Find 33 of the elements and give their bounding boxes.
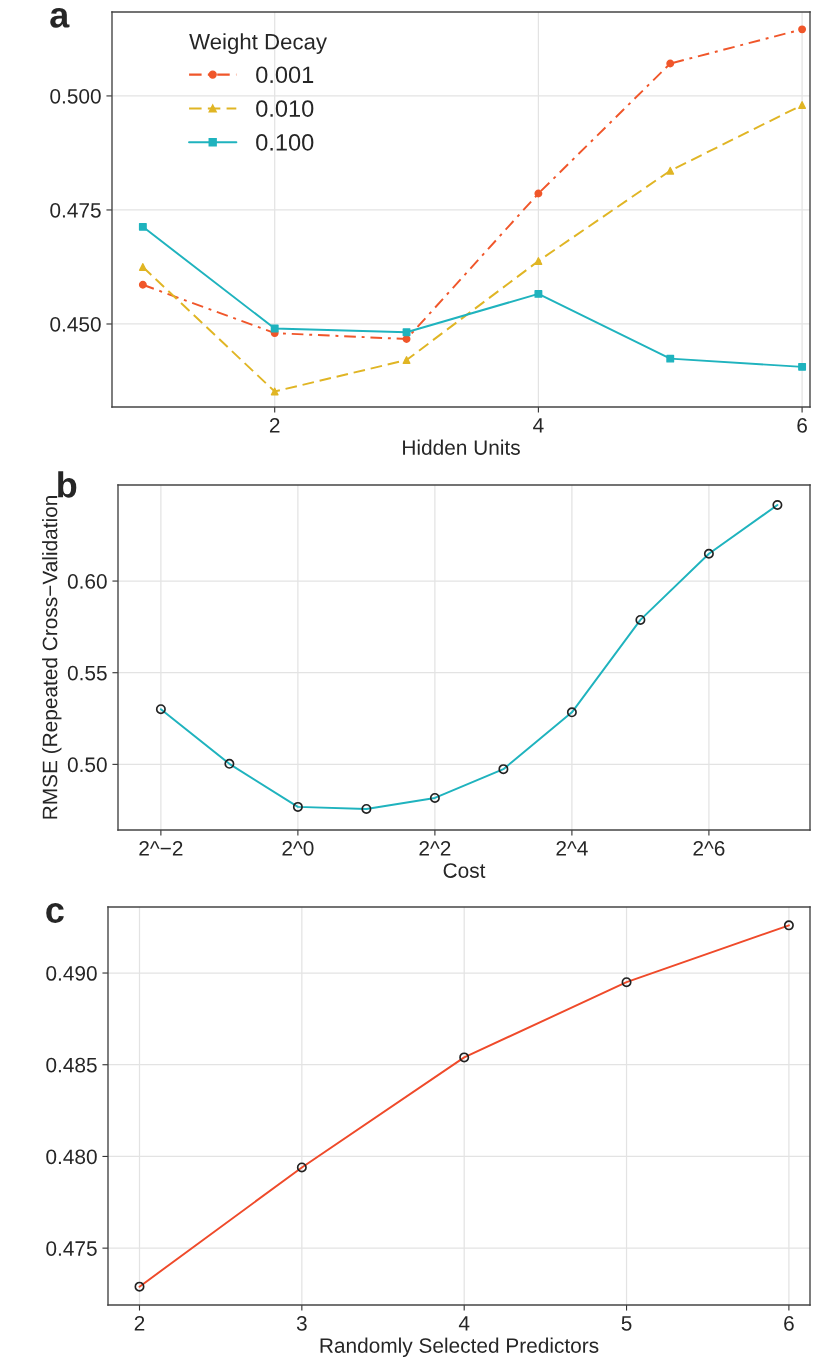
y-tick-label: 0.475 [50,202,101,218]
y-tick-label: 0.490 [46,966,97,981]
legend-label: 0.001 [256,66,314,84]
x-tick-label: 2^2 [419,840,451,856]
legend-label: 0.100 [256,134,314,151]
x-axis-title: Randomly Selected Predictors [320,1337,599,1358]
x-tick-label: 2 [134,1315,145,1331]
y-tick-label: 0.500 [50,88,101,104]
x-tick-label: 4 [458,1316,470,1331]
y-tick-label: 0.50 [67,757,107,773]
x-tick-label: 2^0 [282,840,314,856]
x-tick-label: 6 [784,1315,794,1331]
x-axis-title: Cost [443,863,486,878]
chart-title: b [58,471,77,498]
x-tick-label: 4 [533,418,544,433]
x-tick-label: 2^4 [556,840,588,856]
x-tick-label: 6 [797,417,807,433]
x-tick-label: 3 [296,1315,307,1331]
x-tick-label: 2 [269,417,280,433]
x-tick-label: 2^6 [693,840,725,856]
x-tick-label: 2^−2 [139,840,183,856]
chart-title: a [50,7,70,28]
y-tick-label: 0.450 [50,316,101,332]
y-tick-label: 0.60 [67,574,107,589]
y-tick-label: 0.480 [46,1149,97,1165]
x-axis-title: Hidden Units [403,439,520,455]
legend-label: 0.010 [256,100,314,117]
y-tick-label: 0.485 [46,1057,97,1073]
legend-title: Weight Decay [189,33,327,54]
chart-title: c [46,903,64,923]
y-tick-label: 0.475 [46,1241,97,1256]
y-tick-label: 0.55 [67,665,107,681]
x-tick-label: 5 [621,1316,632,1331]
